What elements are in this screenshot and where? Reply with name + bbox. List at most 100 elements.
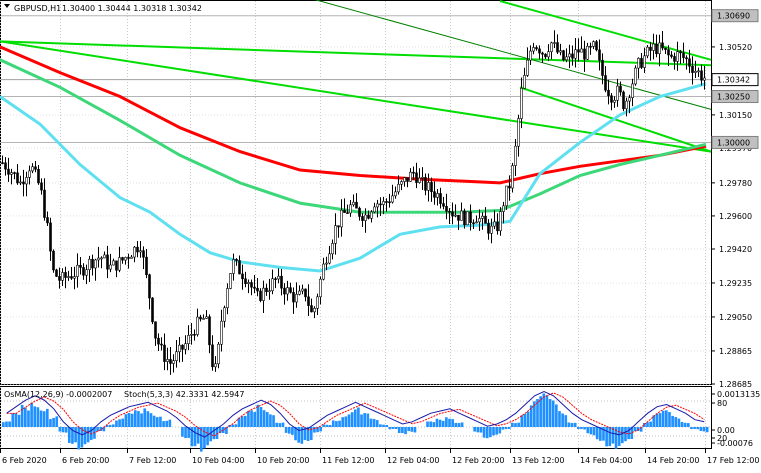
- candle-body: [436, 193, 439, 198]
- osma-bar: [621, 427, 624, 444]
- osma-bar: [23, 407, 27, 427]
- candle-body: [433, 191, 436, 198]
- osma-bar: [561, 413, 564, 427]
- candle-body: [472, 222, 475, 224]
- osma-bar: [187, 427, 191, 438]
- osma-bar: [699, 427, 703, 431]
- x-tick-label: 6 Feb 20:00: [62, 456, 109, 465]
- osma-bar: [45, 408, 49, 427]
- osma-bar: [341, 417, 345, 427]
- osma-bar: [225, 427, 228, 434]
- candle-body: [652, 43, 655, 51]
- osma-bar: [570, 423, 574, 427]
- osma-bar: [237, 417, 241, 427]
- candle-body: [268, 290, 271, 293]
- osma-bar: [636, 427, 640, 432]
- moving-average-line-1: [0, 58, 707, 214]
- osma-bar: [33, 406, 37, 427]
- osma-label: OsMA(12,26,9) -0.0002007: [4, 390, 112, 399]
- candle-body: [631, 83, 634, 98]
- candle-body: [295, 294, 298, 303]
- candle-body: [592, 41, 595, 47]
- osma-bar: [218, 427, 222, 434]
- candle-body: [82, 267, 85, 276]
- main-pane-frame: [0, 0, 712, 385]
- osma-bar: [143, 408, 147, 427]
- candle-body: [514, 145, 517, 166]
- osma-bar: [410, 427, 414, 432]
- osma-bar: [687, 423, 690, 427]
- osma-bar: [514, 423, 517, 427]
- osma-bar: [8, 421, 11, 427]
- osma-bar: [454, 422, 458, 427]
- candle-body: [310, 305, 313, 313]
- candle-body: [205, 316, 208, 319]
- candle-body: [379, 203, 382, 206]
- osma-bar: [548, 399, 552, 427]
- candle-body: [37, 168, 40, 184]
- osma-bar: [624, 427, 627, 442]
- x-tick-label: 17 Feb 12:00: [707, 456, 759, 465]
- candle-body: [583, 48, 586, 60]
- osma-bar: [693, 427, 696, 429]
- stoch-signal-line: [6, 392, 705, 437]
- candle-body: [148, 274, 151, 299]
- candle-body: [136, 246, 139, 253]
- x-tick-label: 12 Feb 04:00: [387, 456, 439, 465]
- osma-bar: [259, 407, 263, 427]
- osma-bar: [42, 411, 46, 427]
- osma-bar: [196, 427, 200, 444]
- candle-body: [643, 55, 646, 68]
- osma-bar: [335, 421, 338, 427]
- osma-bar: [564, 415, 568, 427]
- candle-body: [238, 260, 241, 275]
- candle-body: [586, 45, 589, 60]
- candle-body: [52, 250, 55, 271]
- osma-bar: [533, 401, 536, 427]
- candle-body: [538, 48, 541, 54]
- y-tick-label: 1.29235: [719, 279, 752, 288]
- candle-body: [655, 43, 658, 55]
- osma-bar: [118, 419, 121, 427]
- candle-body: [58, 276, 61, 281]
- osma-bar: [492, 427, 495, 436]
- osma-bar: [80, 427, 84, 448]
- candle-body: [337, 225, 340, 228]
- candle-body: [448, 210, 451, 213]
- candle-body: [187, 335, 190, 344]
- osma-bar: [677, 418, 681, 427]
- osc-tick-label: 0.0013135: [717, 390, 760, 399]
- osma-bar: [397, 427, 401, 433]
- osma-bar: [643, 422, 646, 427]
- ohlc-values: 1.30400 1.30444 1.30318 1.30342: [62, 4, 202, 13]
- candle-body: [217, 343, 220, 365]
- candle-body: [373, 206, 376, 213]
- candle-body: [367, 214, 370, 219]
- candle-body: [511, 165, 514, 189]
- candle-body: [505, 185, 508, 207]
- candle-body: [70, 276, 73, 279]
- candle-body: [334, 225, 337, 244]
- osma-bar: [545, 395, 549, 427]
- candle-body: [325, 262, 328, 265]
- price-level-label: 1.30250: [717, 93, 750, 102]
- x-tick-label: 10 Feb 04:00: [192, 456, 244, 465]
- candle-body: [409, 171, 412, 182]
- candle-body: [16, 172, 19, 184]
- candle-body: [64, 272, 67, 278]
- osma-bar: [30, 402, 33, 427]
- candle-body: [547, 51, 550, 58]
- candle-body: [487, 223, 490, 234]
- candle-body: [685, 57, 688, 60]
- osma-bar: [291, 427, 294, 435]
- candle-body: [646, 46, 649, 57]
- osma-bar: [573, 422, 577, 427]
- candle-body: [283, 287, 286, 295]
- candle-body: [424, 177, 427, 191]
- symbol-label: GBPUSD,H1: [14, 4, 61, 13]
- x-tick-label: 7 Feb 12:00: [129, 456, 176, 465]
- osma-bar: [297, 427, 301, 443]
- y-tick-label: 1.28865: [719, 347, 752, 356]
- channel-line: [499, 0, 712, 61]
